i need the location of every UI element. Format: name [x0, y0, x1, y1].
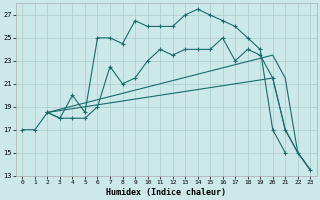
- X-axis label: Humidex (Indice chaleur): Humidex (Indice chaleur): [106, 188, 226, 197]
